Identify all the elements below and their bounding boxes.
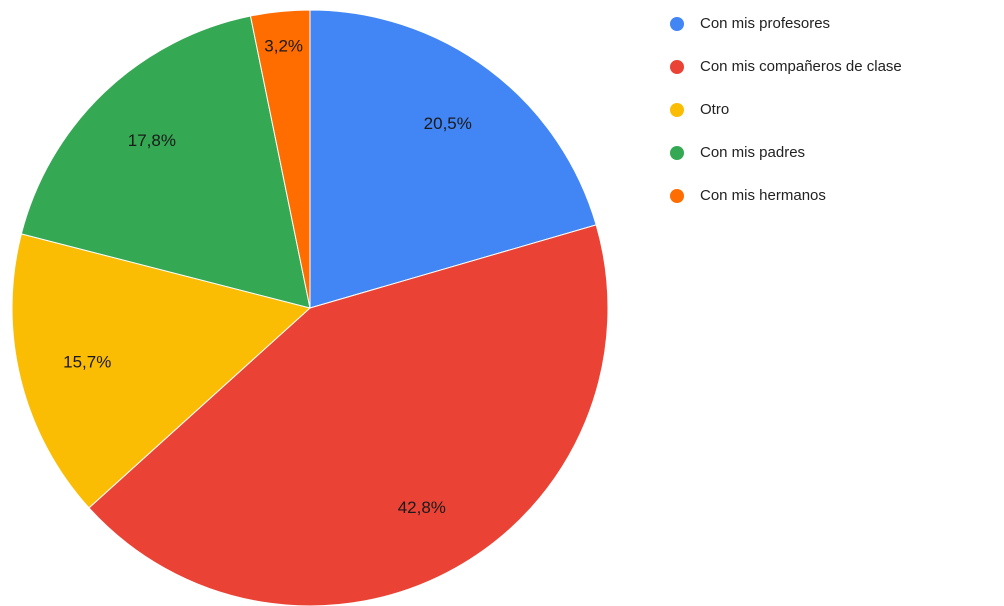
legend-label: Con mis padres [700, 144, 805, 161]
legend-swatch [670, 60, 684, 74]
legend-swatch [670, 103, 684, 117]
legend-label: Otro [700, 101, 729, 118]
legend-swatch [670, 17, 684, 31]
slice-label: 17,8% [128, 131, 176, 150]
pie-slice [20, 15, 311, 309]
legend-swatch [670, 146, 684, 160]
pie-slice [309, 9, 597, 309]
pie-slice [249, 9, 311, 309]
slice-label: 3,2% [264, 37, 303, 56]
legend-label: Con mis profesores [700, 15, 830, 32]
pie-slice [88, 224, 609, 606]
legend-label: Con mis compañeros de clase [700, 58, 902, 75]
pie-slice [11, 233, 312, 509]
legend-swatch [670, 189, 684, 203]
slice-label: 15,7% [63, 352, 111, 371]
slice-label: 20,5% [424, 114, 472, 133]
slice-label: 42,8% [398, 498, 446, 517]
legend-label: Con mis hermanos [700, 187, 826, 204]
